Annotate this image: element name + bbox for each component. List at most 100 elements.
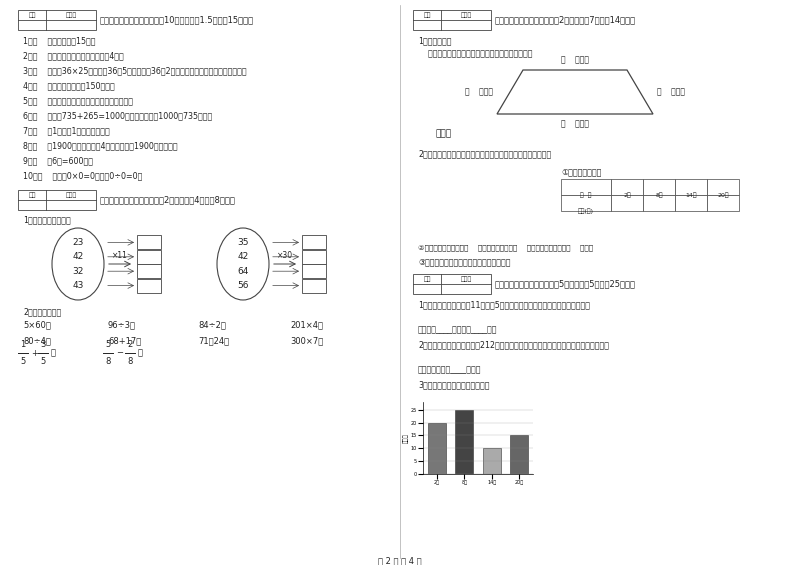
Text: 得分: 得分	[423, 277, 430, 282]
Text: 评卷人: 评卷人	[66, 193, 77, 198]
Bar	[561, 179, 611, 195]
Text: 2．下面是气温自测仪上记录的某天四个不同时间的气温情况：: 2．下面是气温自测仪上记录的某天四个不同时间的气温情况：	[418, 149, 551, 158]
Text: 96÷3＝: 96÷3＝	[108, 320, 136, 329]
Ellipse shape	[217, 228, 269, 300]
Text: ×11: ×11	[112, 251, 128, 260]
Text: 1．（    ）李老师身高15米。: 1．（ ）李老师身高15米。	[23, 36, 95, 45]
Bar	[611, 195, 643, 211]
Text: −: −	[116, 349, 123, 358]
Text: 气温(度): 气温(度)	[578, 208, 594, 214]
Text: 5: 5	[40, 357, 46, 366]
Text: （    ）毫米: （ ）毫米	[561, 55, 589, 64]
Bar	[675, 179, 707, 195]
Bar	[707, 179, 739, 195]
Text: 1．算一算，填一填。: 1．算一算，填一填。	[23, 215, 70, 224]
Text: 五、认真思考，综合能力（共2小题，每题7分，入14分）。: 五、认真思考，综合能力（共2小题，每题7分，入14分）。	[495, 15, 636, 24]
Text: 35: 35	[238, 238, 249, 247]
Text: ＝: ＝	[51, 349, 56, 358]
Text: 7．（    ）1吞铁与1吞棉花一样重。: 7．（ ）1吞铁与1吞棉花一样重。	[23, 126, 110, 135]
Text: 2时: 2时	[623, 192, 631, 198]
Bar	[561, 195, 611, 211]
Text: 8: 8	[127, 357, 133, 366]
Text: 答：可插____瓶，还剩____枝。: 答：可插____瓶，还剩____枝。	[418, 325, 498, 334]
Ellipse shape	[52, 228, 104, 300]
Bar	[137, 264, 161, 278]
Text: 3: 3	[40, 340, 46, 349]
Bar	[18, 190, 96, 210]
Text: 1．动手操作。: 1．动手操作。	[418, 36, 451, 45]
Text: 42: 42	[72, 253, 84, 261]
Text: 2: 2	[127, 340, 133, 349]
Bar	[675, 195, 707, 211]
Text: 32: 32	[72, 267, 84, 276]
Bar	[455, 410, 474, 474]
Text: 四、看清题目，细心计算（共2小题，每题4分，共8分）。: 四、看清题目，细心计算（共2小题，每题4分，共8分）。	[100, 195, 236, 205]
Text: 8: 8	[106, 357, 110, 366]
Text: 3．（    ）计算36×25时，先抄36和5相乘，再抄36和2相乘，最后把两次乘积的结果相加。: 3．（ ）计算36×25时，先抄36和5相乘，再抄36和2相乘，最后把两次乘积的…	[23, 66, 246, 75]
Text: 5．（    ）长方形的周长就是它四条边长度的和。: 5．（ ）长方形的周长就是它四条边长度的和。	[23, 96, 133, 105]
Bar	[510, 436, 528, 474]
Text: 9．（    ）6分=600秒。: 9．（ ）6分=600秒。	[23, 156, 93, 165]
Bar	[707, 195, 739, 211]
Text: 5: 5	[20, 357, 26, 366]
Text: 评卷人: 评卷人	[460, 12, 472, 18]
Text: 6．（    ）根据735+265=1000，可以直接写出1000－735的差。: 6．（ ）根据735+265=1000，可以直接写出1000－735的差。	[23, 111, 212, 120]
Text: ②这一天的最高气温是（    ）度，最低气温是（    ）度，平均气温大约（    ）度。: ②这一天的最高气温是（ ）度，最低气温是（ ）度，平均气温大约（ ）度。	[418, 244, 593, 251]
Text: ＝: ＝	[138, 349, 143, 358]
Text: 2．（    ）正方形的周长是它的边长的4倍。: 2．（ ）正方形的周长是它的边长的4倍。	[23, 51, 124, 60]
Text: 84÷2＝: 84÷2＝	[198, 320, 226, 329]
Text: 64: 64	[238, 267, 249, 276]
Text: 8时: 8时	[655, 192, 663, 198]
Text: 23: 23	[72, 238, 84, 247]
Text: 周长：: 周长：	[435, 129, 451, 138]
Bar	[413, 10, 491, 30]
Text: ①根据统计图填表: ①根据统计图填表	[561, 167, 602, 176]
Text: 得分: 得分	[28, 193, 36, 198]
Bar	[643, 179, 675, 195]
Bar	[643, 195, 675, 211]
Text: 300×7＝: 300×7＝	[290, 336, 323, 345]
Polygon shape	[497, 70, 653, 114]
Text: 评卷人: 评卷人	[66, 12, 77, 18]
Text: +: +	[31, 349, 38, 358]
Text: 得分: 得分	[423, 12, 430, 18]
Text: ×30: ×30	[277, 251, 293, 260]
Text: 六、活用知识，解决问题（共5小题，每题5分，入25分）。: 六、活用知识，解决问题（共5小题，每题5分，入25分）。	[495, 280, 636, 289]
Bar	[302, 250, 326, 264]
Text: 答：这根铁丝长____厘米。: 答：这根铁丝长____厘米。	[418, 365, 482, 374]
Text: 三、仔细推敫，正确判断（入10小题，每题1.5分，入15分）。: 三、仔细推敫，正确判断（入10小题，每题1.5分，入15分）。	[100, 15, 254, 24]
Text: 10．（    ）因为0×0=0，所以0÷0=0。: 10．（ ）因为0×0=0，所以0÷0=0。	[23, 171, 142, 180]
Bar	[137, 236, 161, 249]
Text: （    ）毫米: （ ）毫米	[561, 119, 589, 128]
Text: 1．姐姐买来一束花，有11枝，每5枝插入一个花瓶里，可插几瓶？还剩几枝？: 1．姐姐买来一束花，有11枝，每5枝插入一个花瓶里，可插几瓶？还剩几枝？	[418, 300, 590, 309]
Text: 8．（    ）1900年的年份数是4的倍数，所以1900年是闰年。: 8．（ ）1900年的年份数是4的倍数，所以1900年是闰年。	[23, 141, 178, 150]
Text: 56: 56	[238, 281, 249, 290]
Bar	[428, 423, 446, 474]
Text: 68+17＝: 68+17＝	[108, 336, 142, 345]
Text: 评卷人: 评卷人	[460, 277, 472, 282]
Text: （    ）毫米: （ ）毫米	[465, 88, 493, 97]
Text: （    ）毫米: （ ）毫米	[657, 88, 685, 97]
Text: 第 2 页 共 4 页: 第 2 页 共 4 页	[378, 556, 422, 565]
Text: 201×4＝: 201×4＝	[290, 320, 323, 329]
Bar	[302, 264, 326, 278]
Text: 5: 5	[106, 340, 110, 349]
Text: 得分: 得分	[28, 12, 36, 18]
Bar	[302, 236, 326, 249]
Text: 5×60＝: 5×60＝	[23, 320, 51, 329]
Text: 时  间: 时 间	[580, 192, 592, 198]
Bar	[482, 448, 501, 474]
Bar	[302, 279, 326, 293]
Text: 2．用一根铁丝绕一个边长为212厘米的正方形框架，正好用完，这根铁丝长多少厘米？: 2．用一根铁丝绕一个边长为212厘米的正方形框架，正好用完，这根铁丝长多少厘米？	[418, 340, 609, 349]
Bar	[137, 250, 161, 264]
Bar	[611, 179, 643, 195]
Bar	[18, 10, 96, 30]
Text: 43: 43	[72, 281, 84, 290]
Text: 71－24＝: 71－24＝	[198, 336, 229, 345]
Text: ③实际算一算，这天的平均气温是多少度？: ③实际算一算，这天的平均气温是多少度？	[418, 257, 510, 266]
Text: 3．根据图片中的内容回答问题。: 3．根据图片中的内容回答问题。	[418, 380, 490, 389]
Y-axis label: （度）: （度）	[403, 433, 409, 443]
Text: 量出每条边的长度，以毫米为单位，并计算周长。: 量出每条边的长度，以毫米为单位，并计算周长。	[418, 49, 533, 58]
Text: 80÷4＝: 80÷4＝	[23, 336, 51, 345]
Text: 20时: 20时	[717, 192, 729, 198]
